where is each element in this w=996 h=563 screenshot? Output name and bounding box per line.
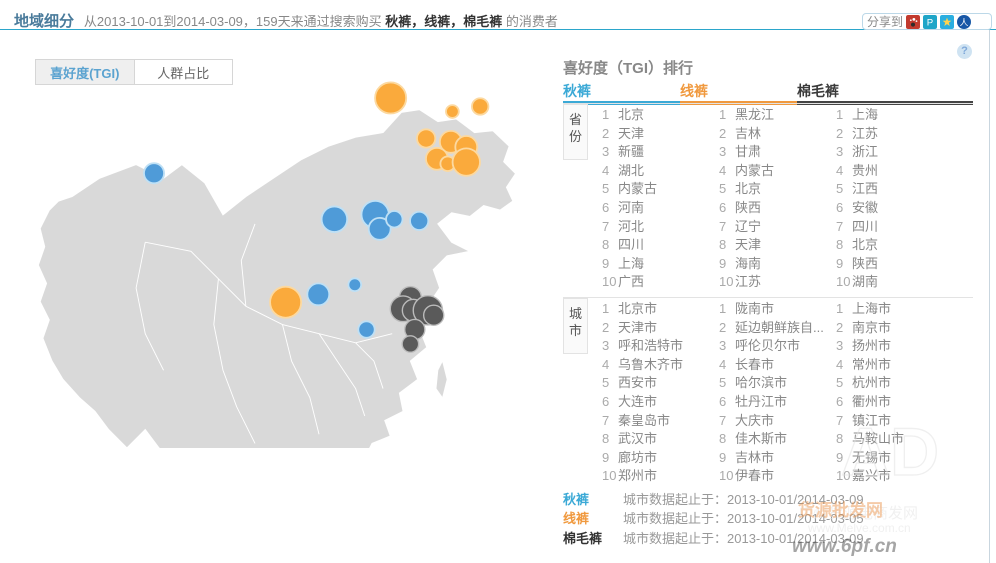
svg-text:人: 人: [960, 17, 969, 27]
svg-text:P: P: [927, 17, 933, 28]
